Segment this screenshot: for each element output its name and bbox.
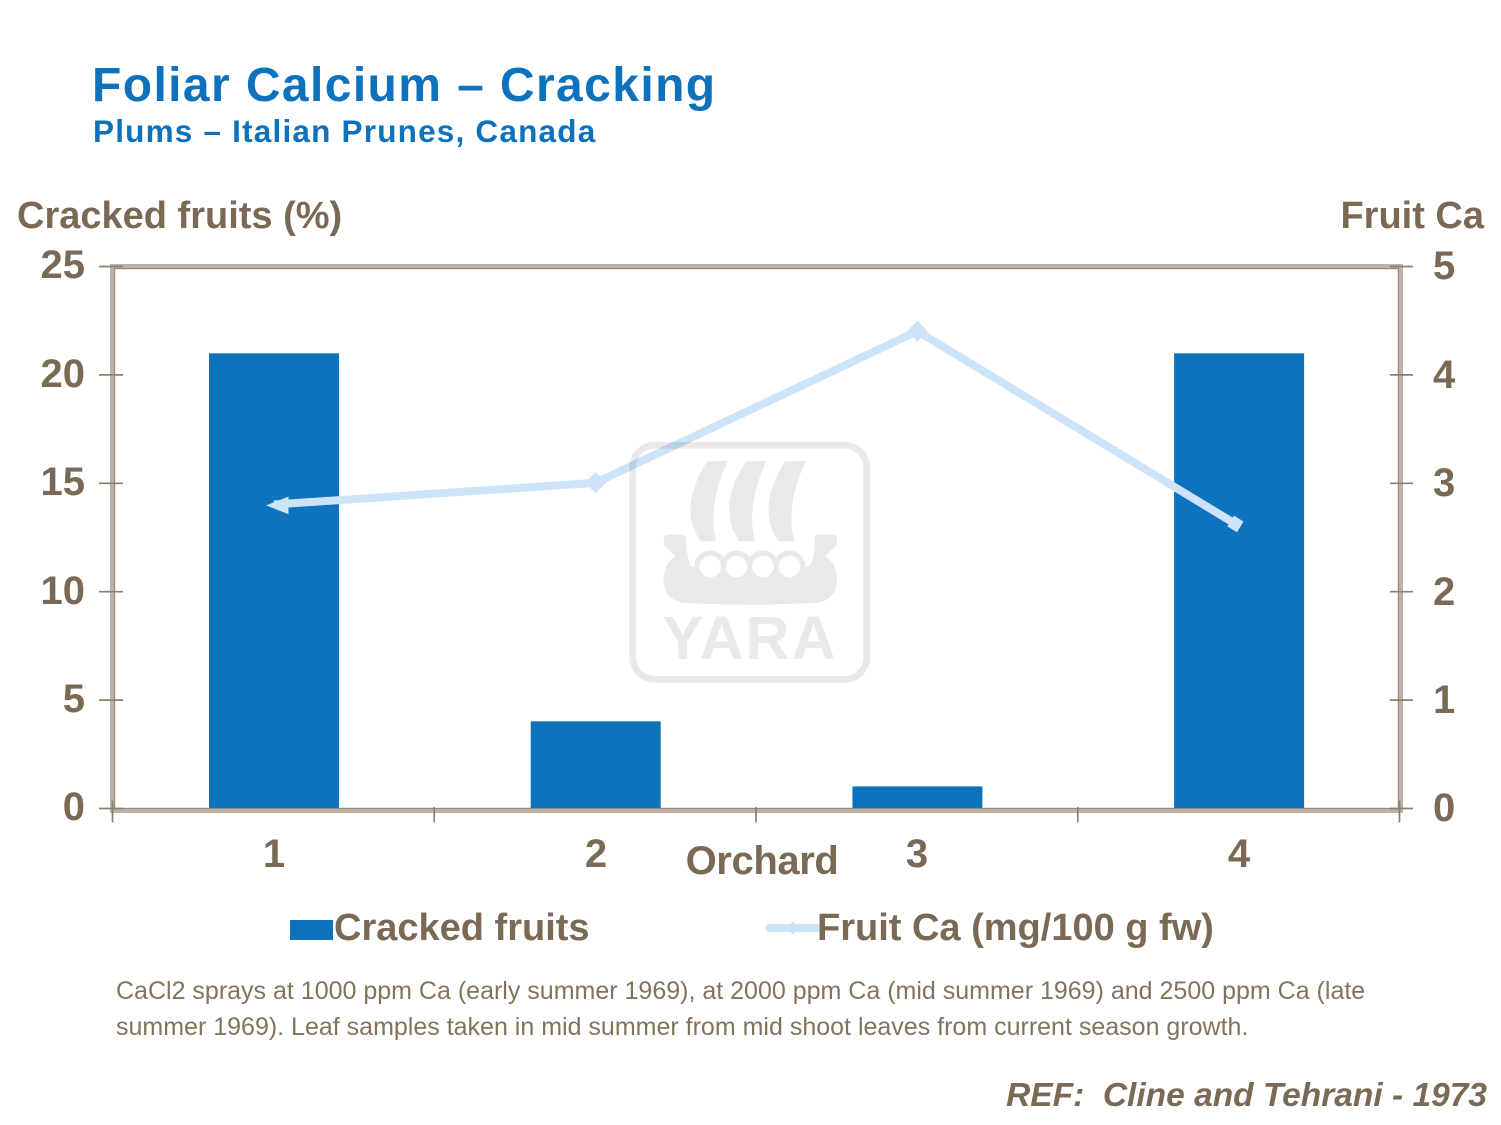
svg-text:YARA: YARA [662,604,837,672]
